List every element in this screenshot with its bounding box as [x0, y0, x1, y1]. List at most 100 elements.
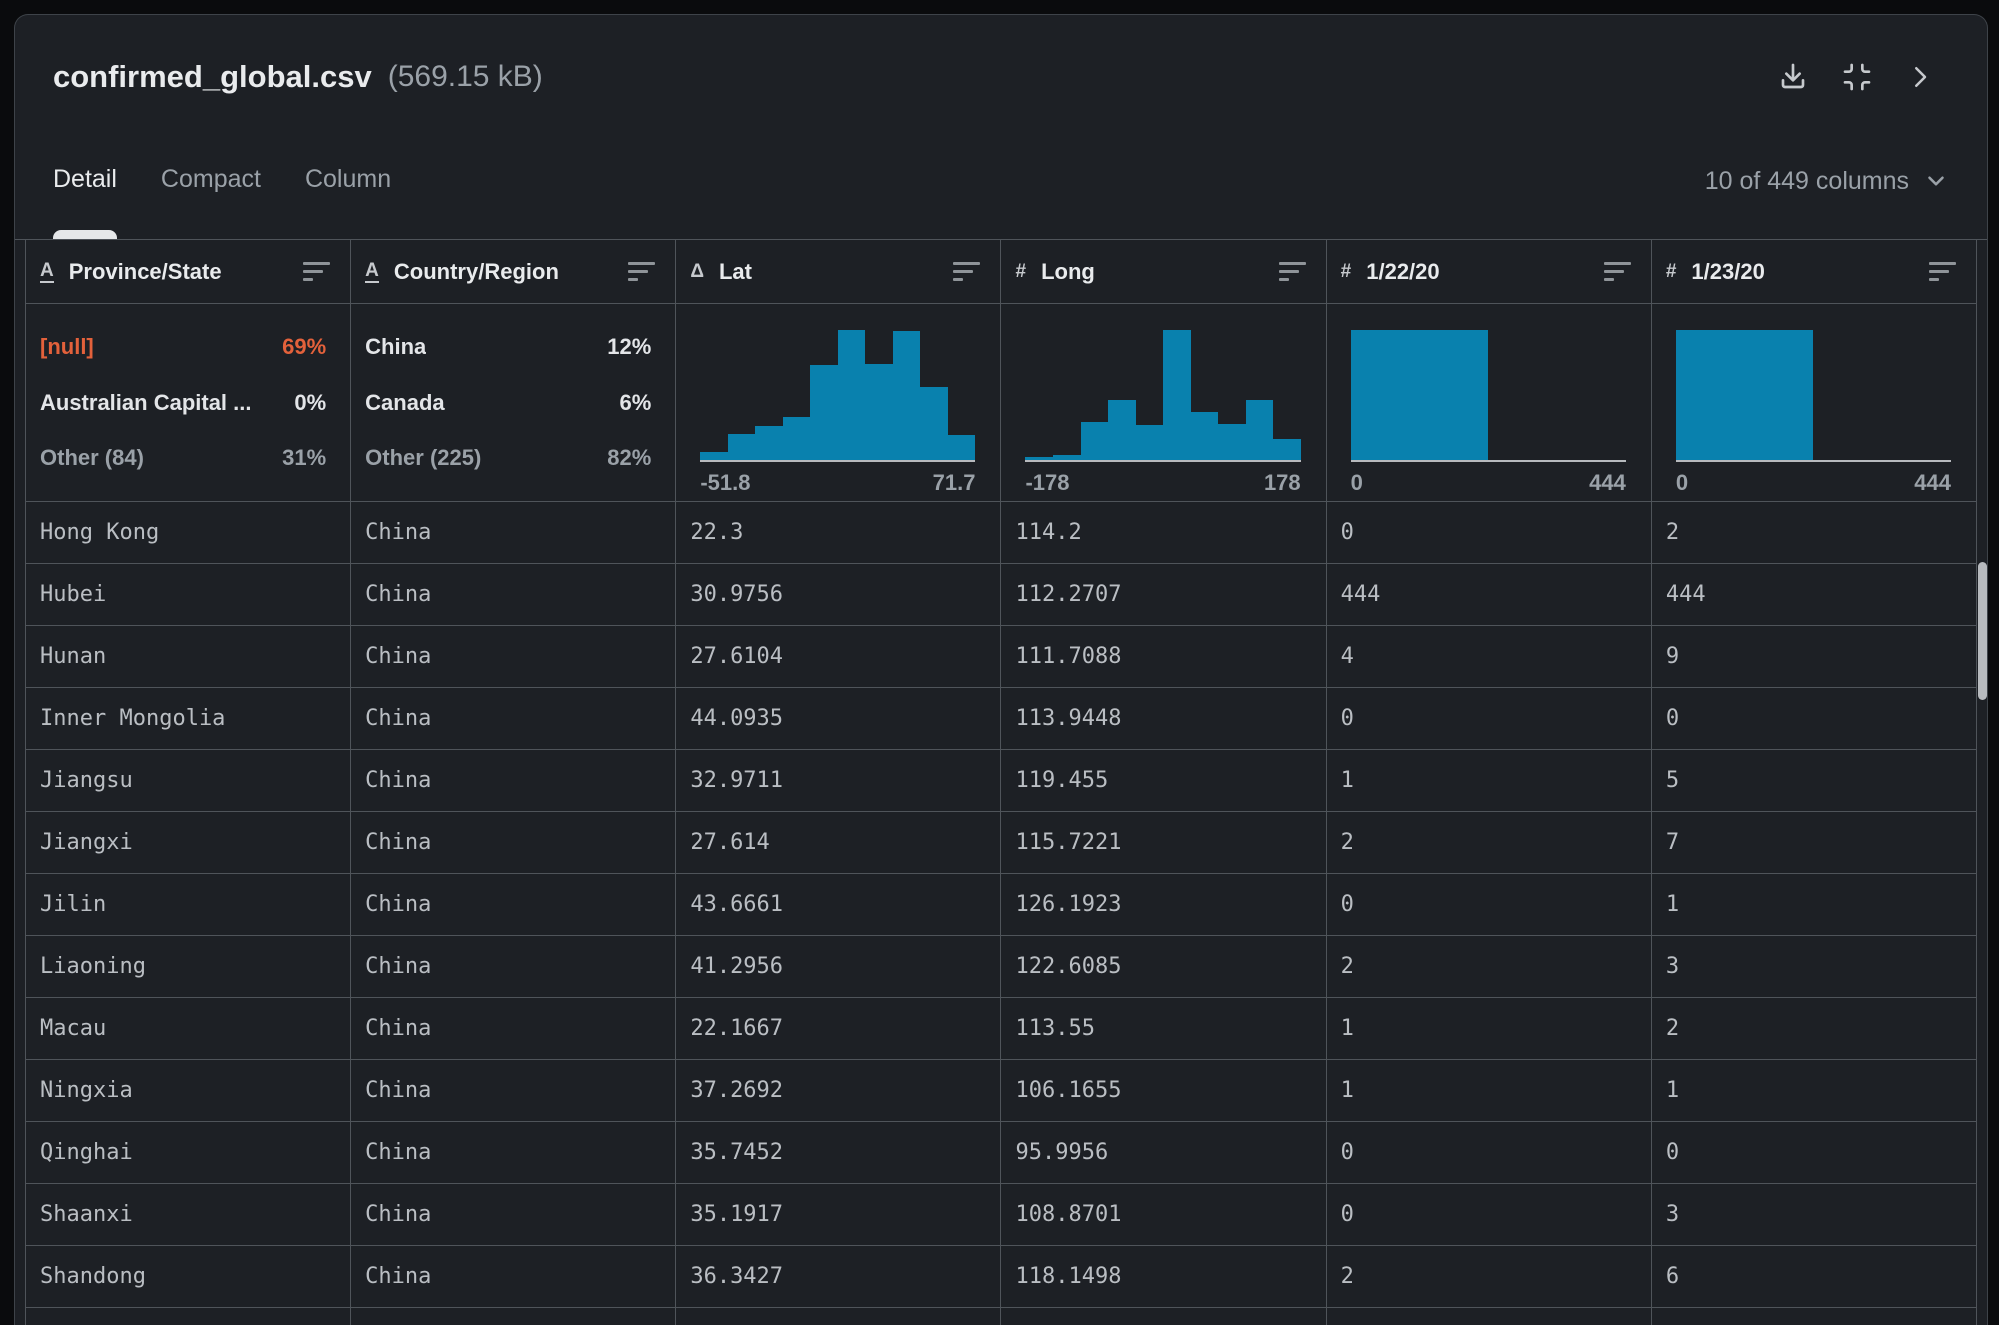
histogram-baseline [700, 460, 976, 462]
cell: 27.614 [676, 812, 1002, 874]
summary-item: Australian Capital ... 0% [40, 390, 326, 416]
axis-min-label: -51.8 [700, 470, 751, 495]
cell: Hubei [26, 564, 352, 626]
summary-item-pct: 69% [282, 334, 327, 359]
tab-detail[interactable]: Detail [53, 163, 117, 239]
cell: 444 [1651, 564, 1977, 626]
cell: 41.2956 [676, 936, 1002, 998]
cell: 2 [1326, 1246, 1652, 1308]
column-type-icon: # [1015, 261, 1027, 282]
column-header-lat[interactable]: Δ Lat [676, 240, 1002, 304]
histogram[interactable] [700, 330, 976, 460]
sort-icon[interactable] [1603, 262, 1631, 281]
histogram-bar [1053, 454, 1081, 460]
summary-item-pct: 0% [294, 389, 327, 415]
summary-item: China 12% [365, 334, 651, 360]
tabs-row: Detail Compact Column 10 of 449 columns [53, 163, 1949, 239]
cell: 108.8701 [1001, 1184, 1327, 1246]
title-row: confirmed_global.csv (569.15 kB) [53, 15, 1949, 97]
column-header-country-region[interactable]: A Country/Region [351, 240, 677, 304]
table-header-row: A Province/State A Country/Region Δ Lat # Long #… [26, 240, 1977, 304]
sort-icon[interactable] [303, 262, 331, 281]
vertical-scrollbar-thumb[interactable] [1978, 562, 1987, 700]
chevron-down-icon [1928, 176, 1944, 186]
sort-icon-bar [1603, 262, 1631, 265]
cell: 2 [1326, 812, 1652, 874]
column-header-1-23-20[interactable]: #1/23/20 [1651, 240, 1977, 304]
sort-icon-bar [953, 262, 981, 265]
download-icon[interactable] [1777, 61, 1809, 93]
cell: Jiangsu [26, 750, 352, 812]
table-row: Liaoning China 41.2956 122.6085 2 3 [26, 936, 1977, 998]
histogram-baseline [1025, 460, 1301, 462]
summary-item-label: Canada [365, 389, 445, 415]
table-row: Hong Kong China 22.3 114.2 0 2 [26, 502, 1977, 564]
histogram-bar [920, 387, 948, 460]
sort-icon[interactable] [1928, 262, 1956, 281]
histogram-bar [1108, 400, 1136, 460]
histogram-baseline [1350, 460, 1626, 462]
cell [26, 1308, 352, 1325]
histogram[interactable] [1350, 330, 1626, 460]
table-row: Jiangxi China 27.614 115.7221 2 7 [26, 812, 1977, 874]
summary-province-state: [null] 69% Australian Capital ... 0% Other (… [26, 304, 352, 502]
axis-max-label: 444 [1589, 470, 1626, 495]
cell: Shaanxi [26, 1184, 352, 1246]
histogram-bar [1190, 411, 1219, 460]
tab-compact[interactable]: Compact [160, 165, 261, 193]
cell: Jiangxi [26, 812, 352, 874]
cell: 5 [1651, 750, 1977, 812]
panel-header: confirmed_global.csv (569.15 kB) [15, 15, 1987, 239]
summary-item-pct: 31% [282, 445, 327, 470]
histogram-bar [1218, 423, 1246, 460]
summary-1-23-20: 0 444 [1651, 304, 1977, 502]
axis-max-label: 71.7 [932, 470, 976, 495]
column-header-long[interactable]: # Long [1001, 240, 1327, 304]
cell: Macau [26, 998, 352, 1060]
table-row: Qinghai China 35.7452 95.9956 0 0 [26, 1122, 1977, 1184]
histogram[interactable] [1675, 330, 1951, 460]
histogram[interactable] [1025, 330, 1301, 460]
cell: Inner Mongolia [26, 688, 352, 750]
table-row: Hubei China 30.9756 112.2707 444 444 [26, 564, 1977, 626]
column-name: Province/State [68, 258, 222, 284]
columns-selector[interactable]: 10 of 449 columns [1705, 165, 1949, 197]
chevron-right-icon[interactable] [1905, 62, 1935, 92]
summary-item-label: Australian Capital ... [40, 389, 252, 415]
cell: China [351, 1184, 677, 1246]
collapse-icon[interactable] [1841, 61, 1873, 93]
histogram-bar [727, 434, 756, 460]
sort-icon-bar [1928, 262, 1956, 265]
column-header-1-22-20[interactable]: #1/22/20 [1326, 240, 1652, 304]
table-row: Ningxia China 37.2692 106.1655 1 1 [26, 1060, 1977, 1122]
cell: 2 [1651, 502, 1977, 564]
cell: 0 [1326, 874, 1652, 936]
sort-icon[interactable] [628, 262, 656, 281]
cell [1327, 1308, 1652, 1325]
column-header-province-state[interactable]: A Province/State [26, 240, 352, 304]
histogram-axis: -51.8 71.7 [700, 470, 975, 496]
sort-icon[interactable] [1278, 262, 1306, 281]
column-type-icon: A [40, 259, 54, 283]
cell: China [351, 998, 677, 1060]
summary-long: -178 178 [1001, 304, 1327, 502]
cell: 1 [1326, 998, 1652, 1060]
sort-icon-bar [953, 270, 974, 273]
sort-icon-bar [1278, 262, 1306, 265]
histogram-bar [837, 330, 866, 460]
axis-max-label: 178 [1263, 470, 1301, 495]
cell [676, 1308, 1002, 1325]
cell: 118.1498 [1001, 1246, 1327, 1308]
cell: China [351, 874, 677, 936]
column-name: 1/22/20 [1366, 258, 1440, 284]
cell [1652, 1308, 1977, 1325]
summary-1-22-20: 0 444 [1326, 304, 1652, 502]
cell: 0 [1651, 1122, 1977, 1184]
axis-min-label: -178 [1025, 470, 1070, 495]
histogram-bar [700, 452, 728, 460]
cell: Ningxia [26, 1060, 352, 1122]
sort-icon[interactable] [953, 262, 981, 281]
tab-column[interactable]: Column [304, 165, 392, 193]
cell: Hong Kong [26, 502, 352, 564]
column-name: Long [1041, 258, 1095, 284]
